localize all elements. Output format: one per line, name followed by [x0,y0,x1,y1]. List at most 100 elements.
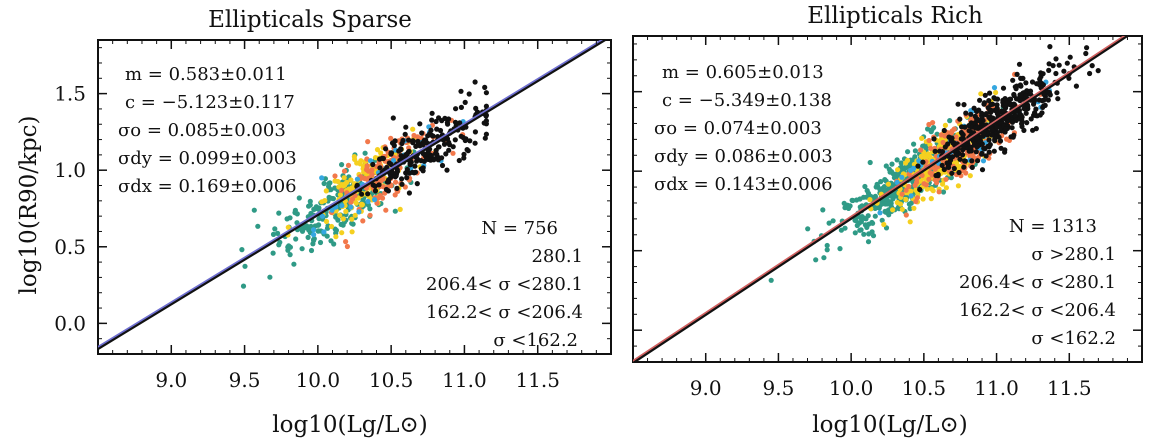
data-point [979,167,986,173]
data-point [1030,127,1036,133]
data-point [317,239,324,246]
data-point [276,242,282,248]
data-point [462,99,468,105]
data-point [867,159,873,166]
data-point [323,188,329,194]
data-point [979,151,985,157]
data-point [307,198,313,204]
data-point [768,277,774,283]
data-point [1023,110,1029,116]
data-point [925,126,931,132]
data-point [932,177,938,183]
data-point [983,111,989,117]
data-point [417,121,423,127]
data-point [903,187,909,193]
data-point [1084,45,1090,51]
data-point [992,138,998,144]
data-point [859,214,865,220]
data-point [931,136,937,142]
data-point [1002,149,1008,155]
data-point [939,162,945,168]
data-point [446,116,452,122]
data-point [1010,77,1016,83]
data-point [898,160,904,166]
data-point [285,224,291,230]
data-point [444,167,450,173]
data-point [482,84,488,90]
data-point [885,181,892,187]
data-point [255,223,261,229]
data-point [908,167,914,173]
data-point [311,227,317,233]
data-point [861,194,867,200]
data-point [398,146,404,153]
data-point [967,173,973,179]
data-point [439,162,446,169]
data-point [916,158,922,164]
data-point [881,221,887,228]
stat-c: c = −5.349±0.138 [662,90,832,111]
data-point [926,137,932,144]
data-point [354,176,360,182]
data-point [846,205,852,211]
data-point [993,134,999,140]
data-point [957,156,963,162]
data-point [291,261,297,267]
data-point [882,201,889,207]
data-point [296,195,302,201]
data-point [428,152,434,158]
data-point [1061,68,1067,74]
data-point [394,168,400,175]
data-point [908,200,914,206]
data-point [453,106,459,112]
fit-line [98,40,608,350]
data-point [943,176,949,182]
y-tick-label: 0.0 [54,311,86,335]
data-point [915,163,921,169]
data-point [987,108,994,114]
data-point [240,283,247,289]
data-point [852,230,858,236]
data-point [905,149,911,155]
data-point [824,242,830,249]
data-point [380,155,386,162]
data-point [323,218,330,225]
data-point [1000,85,1007,91]
data-point [934,131,940,137]
data-point [276,210,282,216]
fit-lines [98,40,608,350]
stat-sigma-dy: σdy = 0.086±0.003 [654,146,833,167]
data-point [977,97,983,103]
data-point [460,134,466,141]
data-point [352,212,358,218]
data-point [1004,136,1010,142]
data-point [890,207,896,213]
data-point [1083,50,1089,57]
data-point [1073,83,1079,89]
data-point [986,98,992,104]
data-point [1014,71,1020,77]
data-point [969,158,975,164]
fit-lines [633,36,1130,362]
data-point [393,179,399,185]
data-point [858,227,864,233]
data-point [372,183,378,189]
data-point [466,91,472,97]
legend: N = 756 280.1 206.4< σ <280.1 162.2< σ <… [426,218,583,351]
data-point [927,170,933,176]
data-point [946,160,953,167]
fit-statistics: m = 0.583±0.011 c = −5.123±0.117 σo = 0.… [118,64,297,197]
data-point [384,164,390,171]
data-point [877,186,883,192]
data-point [978,91,984,97]
legend-entry-mid-high: 206.4< σ <280.1 [426,274,583,295]
data-point [285,247,291,253]
data-point [429,117,435,123]
data-point [941,127,947,134]
data-point [993,89,999,96]
data-point [951,165,957,172]
data-point [299,246,305,252]
data-point [342,182,348,188]
data-point [472,129,478,135]
